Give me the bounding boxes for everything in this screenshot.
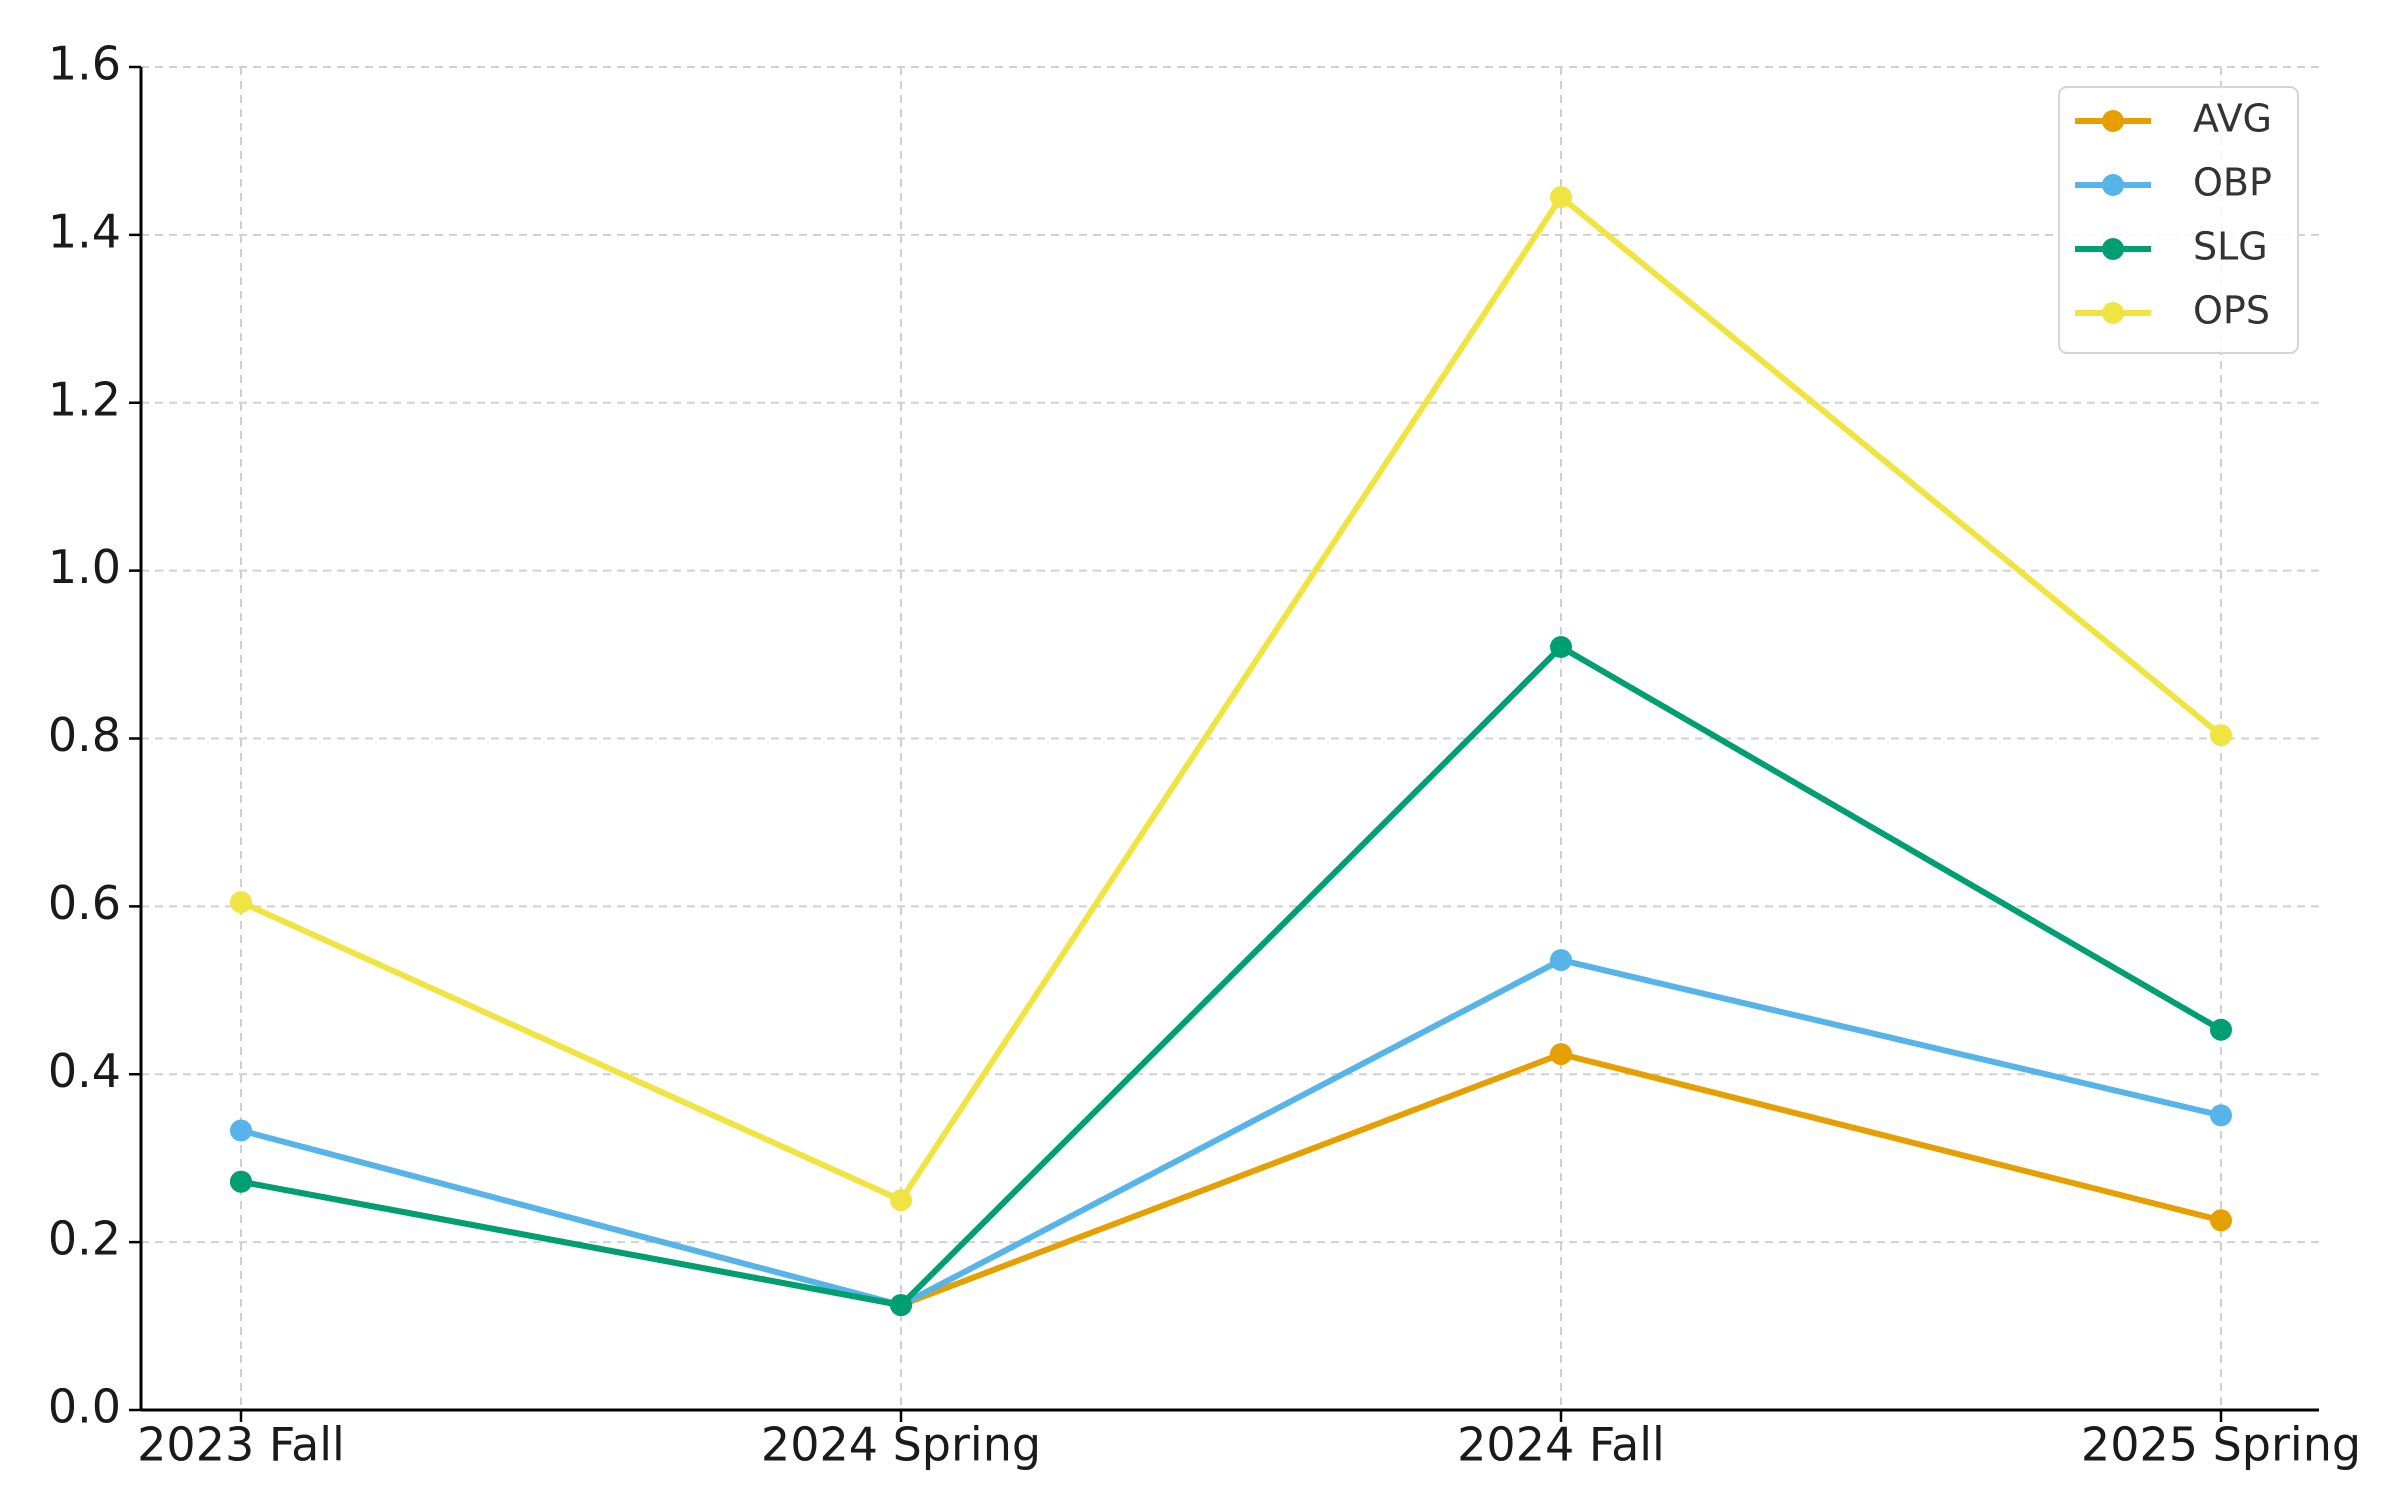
series-line (240, 957, 2222, 1309)
series-line (240, 644, 2223, 1309)
y-tick-label: 0.0 (48, 1380, 121, 1434)
x-tick-label: 2024 Fall (1457, 1418, 1665, 1472)
legend-marker (2102, 302, 2124, 324)
legend-marker (2102, 238, 2124, 260)
y-tick-label: 1.0 (48, 540, 121, 594)
data-point (890, 1294, 912, 1317)
data-point (2210, 1104, 2232, 1127)
y-tick-label: 0.6 (48, 876, 121, 930)
legend-label: OPS (2193, 289, 2270, 333)
data-point (2210, 724, 2232, 747)
data-point (1550, 636, 1572, 659)
legend-label: OBP (2193, 161, 2272, 205)
data-point (2210, 1209, 2232, 1232)
data-point (1550, 949, 1572, 972)
series-line (239, 194, 2223, 1204)
legend-marker (2102, 110, 2124, 132)
y-tick-label: 0.4 (48, 1044, 121, 1098)
y-tick-label: 0.2 (48, 1212, 121, 1266)
series-line (240, 1051, 2222, 1309)
data-point (230, 1170, 252, 1193)
data-point (230, 891, 252, 914)
x-tick-label: 2024 Spring (761, 1418, 1041, 1472)
legend-marker (2102, 174, 2124, 196)
legend: AVG OBP SLG OPS (2058, 86, 2299, 354)
x-tick-label: 2025 Spring (2081, 1418, 2361, 1472)
y-tick-label: 1.6 (48, 37, 121, 91)
data-point (1550, 1043, 1572, 1066)
data-point (890, 1189, 912, 1212)
x-tick-label: 2023 Fall (137, 1418, 345, 1472)
y-tick-label: 1.2 (48, 372, 121, 426)
legend-label: AVG (2193, 97, 2272, 141)
y-tick-label: 1.4 (48, 204, 121, 258)
data-point (2210, 1018, 2232, 1041)
legend-box (2058, 86, 2299, 354)
legend-label: SLG (2193, 225, 2268, 269)
data-point (1550, 186, 1572, 209)
data-point (230, 1119, 252, 1142)
y-tick-label: 0.8 (48, 708, 121, 762)
